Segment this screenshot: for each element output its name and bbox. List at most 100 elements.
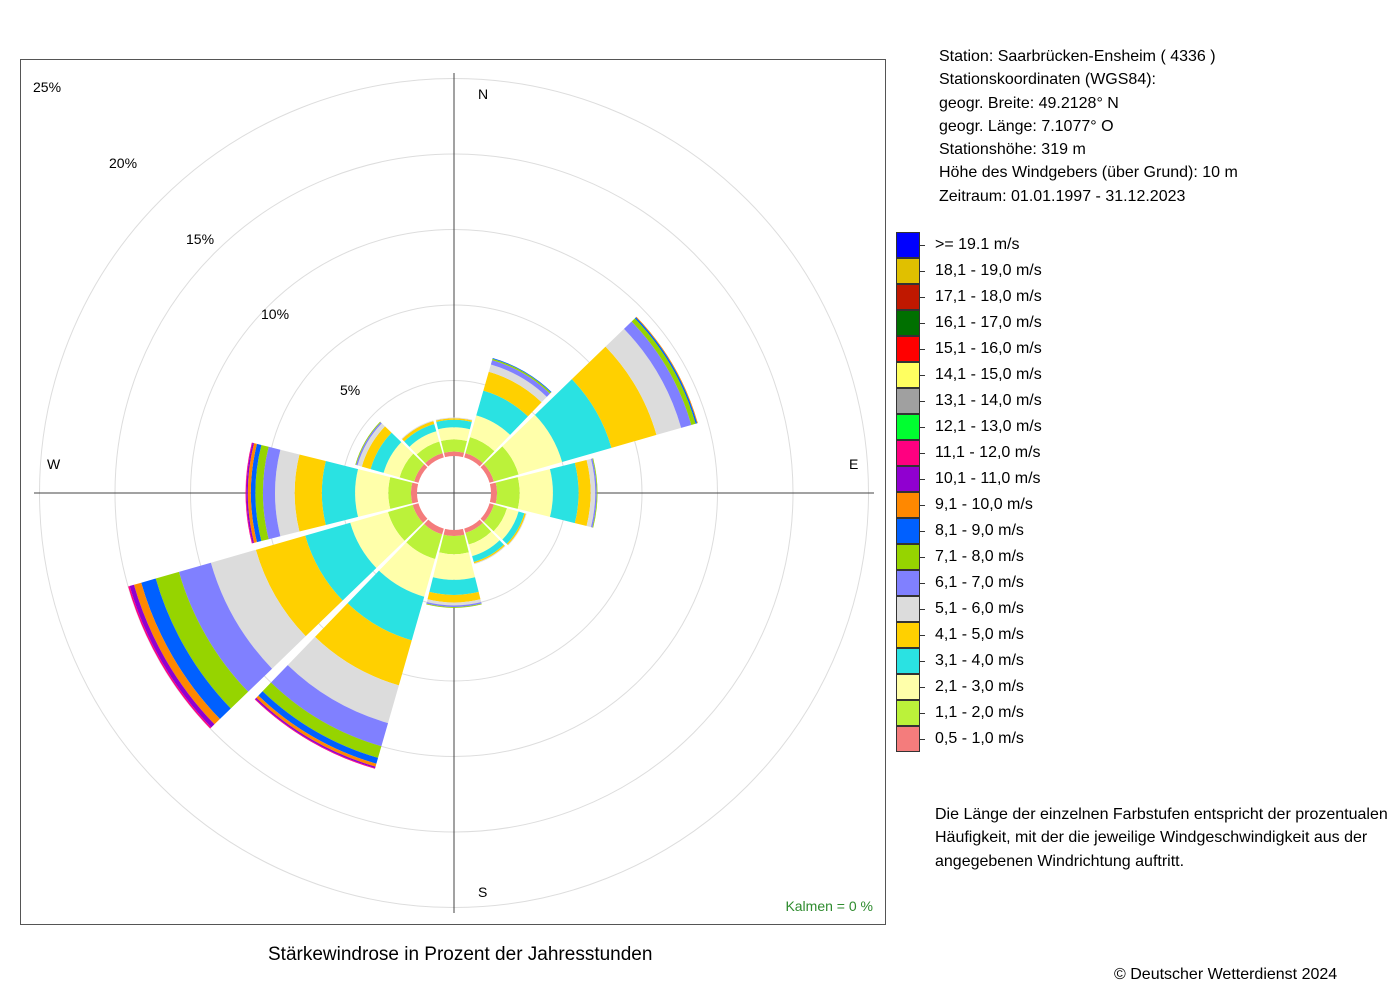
legend-label: 14,1 - 15,0 m/s	[935, 366, 1042, 383]
explanation-note: Die Länge der einzelnen Farbstufen entsp…	[935, 806, 1388, 870]
legend-tick	[920, 687, 925, 688]
rose-segment-300-3	[370, 432, 402, 473]
rose-segment-270-10	[246, 442, 255, 544]
rose-segment-300-0	[414, 464, 428, 483]
rose-segment-270-8	[250, 443, 262, 543]
legend-label: 2,1 - 3,0 m/s	[935, 678, 1024, 695]
station-latitude: geogr. Breite: 49.2128° N	[939, 94, 1119, 112]
rose-segment-60-2	[502, 414, 563, 475]
legend-label: 6,1 - 7,0 m/s	[935, 574, 1024, 591]
legend-label: 11,1 - 12,0 m/s	[935, 444, 1041, 461]
legend-swatch	[896, 440, 920, 466]
rose-segment-150-2	[468, 531, 500, 557]
rose-segment-30-4	[483, 371, 542, 417]
legend-tick	[920, 557, 925, 558]
legend-label: 18,1 - 19,0 m/s	[935, 262, 1042, 279]
rose-segment-90-4	[574, 459, 591, 527]
chart-title: Stärkewindrose in Prozent der Jahresstun…	[268, 944, 653, 965]
legend-label: 5,1 - 6,0 m/s	[935, 600, 1024, 617]
anemometer-height: Höhe des Windgebers (über Grund): 10 m	[939, 164, 1238, 182]
rose-segment-270-0	[410, 482, 419, 504]
legend-tick	[920, 323, 925, 324]
legend-label: 15,1 - 16,0 m/s	[935, 340, 1042, 357]
legend-label: 13,1 - 14,0 m/s	[935, 392, 1042, 409]
rose-segment-150-4	[473, 544, 505, 564]
rose-segment-270-7	[255, 444, 269, 542]
radial-tick-15: 15%	[186, 231, 215, 247]
legend-tick	[920, 531, 925, 532]
rose-segment-120-4	[506, 513, 526, 545]
legend-label: 12,1 - 13,0 m/s	[935, 418, 1042, 435]
rose-segment-210-3	[347, 570, 425, 641]
direction-label-w: W	[47, 456, 61, 472]
rose-segment-180-0	[443, 528, 465, 537]
rose-segment-120-2	[493, 508, 519, 540]
rose-segment-150-0	[464, 519, 483, 533]
rose-segment-180-1	[439, 534, 469, 555]
station-longitude: geogr. Länge: 7.1077° O	[939, 117, 1114, 135]
calm-label: Kalmen = 0 %	[785, 898, 873, 914]
rose-segment-270-2	[355, 469, 391, 517]
legend-swatch	[896, 466, 920, 492]
rose-segment-90-7	[592, 458, 598, 528]
rose-segment-90-1	[495, 477, 520, 509]
legend-swatch	[896, 492, 920, 518]
legend-swatch	[896, 336, 920, 362]
rose-segment-150-1	[465, 522, 492, 545]
rose-segment-330-1	[416, 441, 443, 464]
legend-tick	[920, 739, 925, 740]
rose-segment-120-1	[483, 504, 507, 532]
rose-segment-30-2	[470, 415, 511, 452]
rose-segment-180-2	[432, 552, 476, 580]
legend-tick	[920, 349, 925, 350]
direction-label-s: S	[478, 884, 488, 900]
rose-segment-240-10	[129, 584, 215, 728]
rose-segment-330-2	[409, 431, 440, 455]
rose-segment-210-4	[315, 603, 412, 686]
rose-segment-300-2	[383, 442, 414, 478]
legend-tick	[920, 297, 925, 298]
legend-swatch	[896, 622, 920, 648]
rose-segment-240-6	[178, 562, 273, 692]
rose-segment-0-0	[443, 451, 465, 458]
legend-swatch	[896, 284, 920, 310]
legend-tick	[920, 713, 925, 714]
legend-label: >= 19.1 m/s	[935, 236, 1020, 253]
rose-segment-90-5	[586, 458, 596, 528]
rose-segment-300-1	[399, 453, 425, 482]
legend-tick	[920, 375, 925, 376]
rose-segment-330-0	[425, 453, 444, 467]
legend-tick	[920, 609, 925, 610]
rose-segment-60-1	[483, 446, 519, 482]
rose-segment-30-6	[490, 360, 550, 397]
rose-segment-240-5	[210, 549, 306, 669]
rose-segment-300-5	[357, 423, 386, 467]
legend-tick	[920, 271, 925, 272]
rose-segment-240-0	[412, 503, 428, 523]
rose-segment-180-4	[427, 591, 481, 603]
rose-segment-0-5	[435, 417, 473, 421]
rose-segment-210-1	[406, 523, 443, 560]
station-coords-heading: Stationskoordinaten (WGS84):	[939, 71, 1156, 89]
time-period: Zeitraum: 01.01.1997 - 31.12.2023	[939, 187, 1186, 205]
rose-segment-270-3	[321, 461, 359, 525]
rose-segment-60-0	[480, 464, 494, 483]
rose-segment-270-1	[388, 477, 413, 509]
legend-tick	[920, 479, 925, 480]
rose-segment-210-8	[258, 691, 379, 764]
station-info: Station: Saarbrücken-Ensheim ( 4336 ) St…	[939, 45, 1238, 208]
rose-segment-60-4	[571, 346, 657, 448]
radial-tick-10: 10%	[261, 306, 290, 322]
rose-segment-210-5	[287, 636, 399, 724]
legend-label: 4,1 - 5,0 m/s	[935, 626, 1024, 643]
legend-swatch	[896, 700, 920, 726]
legend-swatch	[896, 726, 920, 752]
rose-segment-30-0	[464, 453, 483, 467]
rose-segment-120-3	[502, 511, 525, 544]
wind-rose-svg	[34, 73, 874, 913]
legend-swatch	[896, 258, 920, 284]
rose-segment-180-5	[426, 599, 482, 606]
legend-label: 10,1 - 11,0 m/s	[935, 470, 1041, 487]
legend-swatch	[896, 310, 920, 336]
direction-label-e: E	[849, 456, 859, 472]
